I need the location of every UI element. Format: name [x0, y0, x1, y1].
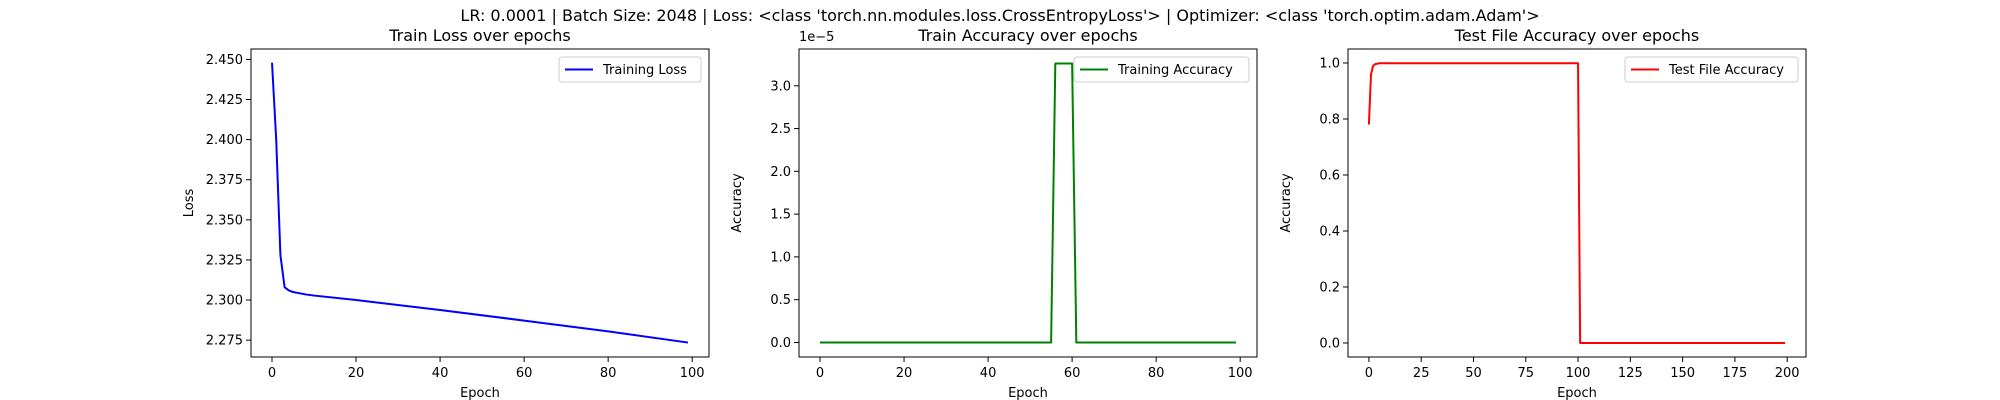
legend-frame: [1073, 56, 1250, 83]
x-tick-label: 75: [1517, 366, 1534, 381]
x-tick-label: 0: [268, 366, 276, 381]
chart-title: Train Loss over epochs: [388, 26, 570, 45]
legend-frame: [558, 56, 702, 83]
y-axis-label: Loss: [182, 189, 197, 218]
y-offset-text: 1e−5: [799, 30, 834, 45]
x-tick-label: 40: [980, 366, 997, 381]
x-tick-label: 20: [348, 366, 365, 381]
subplot-2: Train Accuracy over epochs 0 20 40 60 80 100 0.…: [730, 26, 1258, 400]
x-tick-label: 80: [600, 366, 617, 381]
legend-label: Test File Accuracy: [1668, 63, 1784, 78]
x-tick-label: 60: [516, 366, 533, 381]
legend: Training Accuracy: [1073, 56, 1250, 83]
y-tick-label: 2.450: [206, 53, 243, 68]
x-axis-label: Epoch: [1008, 386, 1048, 400]
y-tick-label: 2.350: [206, 213, 243, 228]
legend-frame: [1624, 56, 1799, 83]
series-line-1: [271, 62, 689, 344]
axes-frame: [250, 48, 710, 358]
series-line-1: [1367, 62, 1786, 344]
y-tick-label: 2.425: [206, 93, 243, 108]
subplot-panels: Train Loss over epochs 0 20 40 60 80 100 2.275 2…: [182, 26, 1807, 400]
x-axis-label: Epoch: [1557, 386, 1597, 400]
x-tick-label: 100: [680, 366, 705, 381]
x-tick-label: 150: [1670, 366, 1695, 381]
x-tick-label: 100: [1566, 366, 1591, 381]
y-tick-label: 2.400: [206, 133, 243, 148]
y-tick-label: 2.325: [206, 253, 243, 268]
y-tick-label: 3.0: [770, 79, 791, 94]
figure-suptitle: LR: 0.0001 | Batch Size: 2048 | Loss: <c…: [460, 6, 1539, 25]
x-tick-label: 175: [1722, 366, 1747, 381]
axes-frame: [1347, 48, 1807, 358]
y-tick-label: 2.375: [206, 173, 243, 188]
y-tick-label: 1.0: [1319, 57, 1340, 72]
y-tick-label: 2.300: [206, 294, 243, 309]
y-axis-label: Accuracy: [730, 173, 745, 233]
x-tick-label: 100: [1228, 366, 1253, 381]
y-tick-label: 1.0: [770, 250, 791, 265]
chart-title: Test File Accuracy over epochs: [1454, 26, 1699, 45]
legend: Training Loss: [558, 56, 702, 83]
y-tick-label: 0.5: [770, 293, 791, 308]
y-tick-label: 2.5: [770, 122, 791, 137]
y-tick-label: 0.0: [1319, 337, 1340, 352]
x-tick-label: 125: [1618, 366, 1643, 381]
legend-label: Training Accuracy: [1117, 63, 1233, 78]
x-tick-label: 25: [1413, 366, 1430, 381]
axes-frame: [798, 48, 1258, 358]
y-tick-label: 0.4: [1319, 225, 1340, 240]
x-tick-label: 0: [1365, 366, 1373, 381]
subplot-1: Train Loss over epochs 0 20 40 60 80 100 2.275 2…: [182, 26, 710, 400]
x-tick-label: 40: [432, 366, 449, 381]
series-line-1: [820, 62, 1236, 344]
x-axis-label: Epoch: [460, 386, 500, 400]
y-axis-label: Accuracy: [1279, 173, 1294, 233]
y-tick-label: 0.6: [1319, 169, 1340, 184]
x-tick-label: 20: [896, 366, 913, 381]
x-tick-label: 60: [1064, 366, 1081, 381]
x-tick-label: 200: [1775, 366, 1800, 381]
x-tick-label: 80: [1148, 366, 1165, 381]
subplot-3: Test File Accuracy over epochs 0 25 50 75 100…: [1279, 26, 1807, 400]
y-tick-label: 0.8: [1319, 113, 1340, 128]
y-tick-label: 0.0: [770, 336, 791, 351]
x-tick-label: 50: [1465, 366, 1482, 381]
x-tick-label: 0: [816, 366, 824, 381]
legend: Test File Accuracy: [1624, 56, 1799, 83]
chart-title: Train Accuracy over epochs: [917, 26, 1137, 45]
legend-label: Training Loss: [602, 63, 687, 78]
y-tick-label: 0.2: [1319, 281, 1340, 296]
y-tick-label: 2.0: [770, 165, 791, 180]
y-tick-label: 2.275: [206, 334, 243, 349]
y-tick-label: 1.5: [770, 208, 791, 223]
